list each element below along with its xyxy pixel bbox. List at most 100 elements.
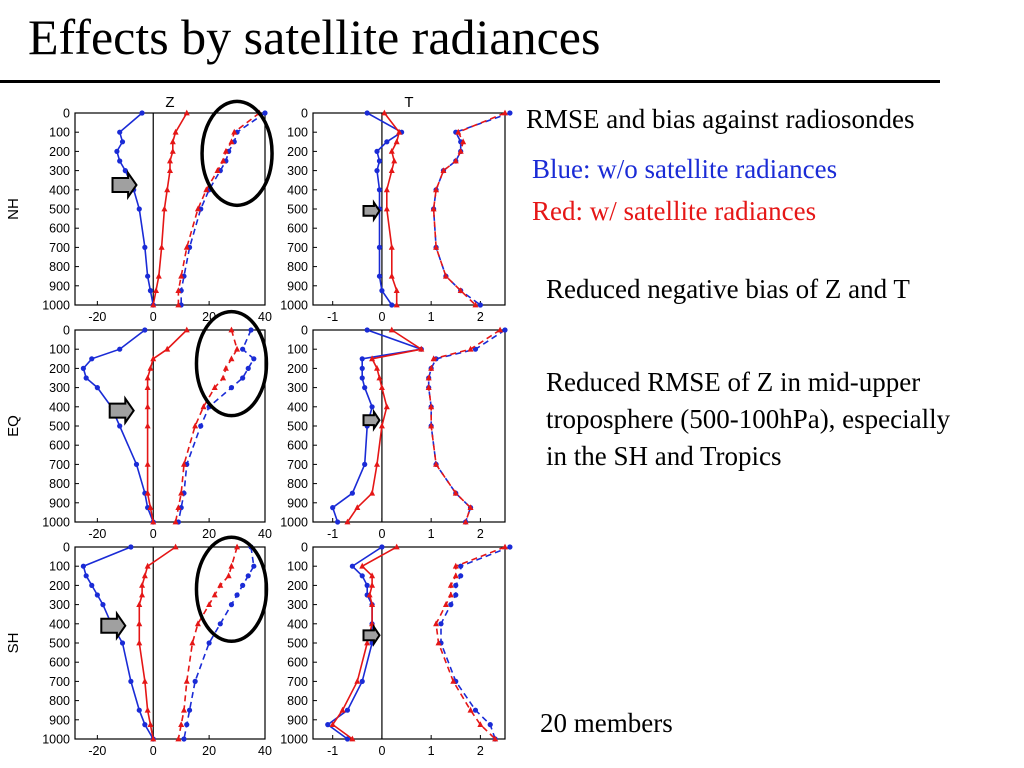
y-tick-label: 900: [49, 279, 70, 293]
data-point-red-bias: [383, 403, 390, 410]
data-point-blue-bias: [359, 365, 365, 371]
data-point-red-rmse: [457, 148, 464, 154]
y-tick-label: 800: [287, 477, 308, 491]
data-point-red-bias: [388, 167, 395, 173]
data-point-blue-bias: [117, 129, 123, 135]
data-point-red-bias: [369, 355, 376, 362]
data-point-red-bias: [329, 721, 336, 727]
data-point-red-bias: [183, 326, 190, 333]
data-point-red-bias: [161, 205, 168, 212]
data-point-red-bias: [147, 504, 154, 510]
data-point-red-bias: [153, 287, 160, 293]
data-point-blue-bias: [142, 722, 148, 728]
y-tick-label: 800: [287, 260, 308, 274]
y-tick-label: 0: [301, 541, 308, 555]
data-point-red-rmse: [460, 138, 467, 145]
data-point-red-rmse: [433, 461, 440, 467]
data-point-red-rmse: [425, 374, 432, 381]
data-point-red-rmse: [455, 128, 462, 135]
data-point-blue-bias: [359, 375, 365, 381]
legend-red-entry: Red: w/ satellite radiances: [532, 196, 817, 226]
data-point-blue-bias: [335, 519, 341, 525]
y-tick-label: 200: [49, 362, 70, 376]
y-tick-label: 900: [49, 713, 70, 727]
data-point-red-rmse: [430, 205, 437, 212]
x-tick-label: 40: [258, 744, 272, 758]
y-tick-label: 300: [49, 381, 70, 395]
data-point-red-rmse: [211, 384, 218, 390]
data-point-red-rmse: [502, 543, 508, 550]
y-tick-label: 0: [63, 541, 70, 555]
data-point-blue-bias: [128, 678, 134, 685]
data-point-blue-bias: [364, 110, 370, 116]
data-point-blue-bias: [136, 707, 142, 713]
series-line-blue-bias: [331, 329, 422, 523]
x-tick-label: -20: [88, 744, 106, 758]
data-point-blue-bias: [349, 490, 355, 496]
data-point-blue-rmse: [240, 582, 246, 589]
x-tick-label: 2: [477, 310, 484, 324]
data-point-blue-bias: [139, 110, 145, 116]
data-point-blue-bias: [80, 365, 86, 371]
y-tick-label: 300: [287, 381, 308, 395]
data-point-red-bias: [144, 403, 151, 410]
y-tick-label: 900: [287, 279, 308, 293]
data-point-red-bias: [369, 489, 376, 496]
data-point-red-bias: [136, 601, 143, 607]
data-point-red-bias: [374, 461, 380, 467]
data-point-blue-rmse: [240, 375, 246, 381]
data-point-blue-bias: [344, 736, 351, 742]
data-point-blue-bias: [142, 327, 148, 333]
data-point-red-bias: [349, 735, 356, 742]
data-point-blue-bias: [325, 722, 331, 728]
data-point-red-bias: [388, 326, 395, 333]
data-point-blue-bias: [119, 640, 126, 646]
data-point-blue-bias: [349, 563, 355, 569]
data-point-blue-rmse: [507, 110, 513, 116]
data-point-red-bias: [366, 591, 373, 598]
data-point-red-bias: [388, 148, 395, 154]
data-point-red-bias: [393, 543, 400, 550]
y-tick-label: 400: [287, 400, 308, 414]
data-point-blue-bias: [94, 592, 100, 598]
data-point-red-bias: [144, 384, 151, 390]
data-point-red-rmse: [452, 157, 459, 164]
data-point-red-bias: [339, 706, 346, 713]
y-tick-label: 900: [49, 496, 70, 510]
legend-title: RMSE and bias against radiosondes: [526, 104, 915, 134]
data-point-red-bias: [183, 109, 190, 116]
data-point-blue-bias: [117, 423, 123, 429]
arrow-icon: [362, 408, 381, 432]
y-tick-label: 600: [287, 656, 308, 670]
data-point-red-bias: [141, 572, 148, 579]
data-point-red-rmse: [435, 639, 442, 646]
data-point-red-rmse: [214, 167, 221, 173]
data-point-red-rmse: [442, 601, 449, 607]
data-point-red-bias: [364, 639, 371, 646]
data-point-blue-bias: [376, 187, 383, 193]
data-point-red-bias: [167, 167, 173, 173]
x-tick-label: 0: [378, 527, 385, 541]
data-point-blue-bias: [147, 288, 154, 294]
legend-blue-entry: Blue: w/o satellite radiances: [532, 154, 838, 184]
y-tick-label: 800: [287, 694, 308, 708]
y-tick-label: 100: [287, 560, 308, 574]
y-tick-label: 900: [287, 496, 308, 510]
data-point-blue-bias: [117, 346, 123, 352]
data-point-red-rmse: [228, 138, 235, 145]
data-point-red-rmse: [200, 403, 207, 410]
data-point-red-bias: [359, 562, 366, 569]
arrow-icon: [362, 623, 381, 648]
x-tick-label: -20: [88, 310, 106, 324]
y-tick-label: 1000: [280, 733, 308, 747]
data-point-blue-bias: [359, 678, 365, 685]
y-tick-label: 700: [287, 241, 308, 255]
x-tick-label: -1: [327, 744, 338, 758]
data-point-blue-bias: [100, 602, 106, 608]
y-tick-label: 100: [49, 560, 70, 574]
data-point-red-rmse: [452, 572, 459, 579]
y-tick-label: 600: [49, 439, 70, 453]
y-tick-label: 1000: [42, 516, 70, 530]
data-point-red-bias: [418, 345, 425, 352]
